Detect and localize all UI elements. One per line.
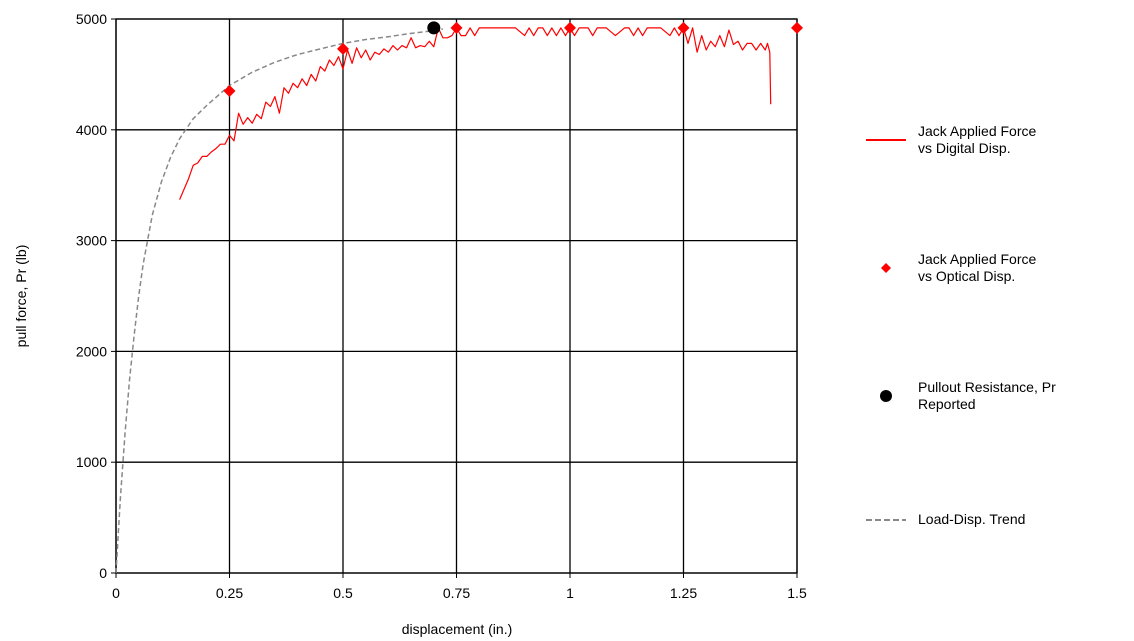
optical-disp-marker xyxy=(564,21,576,34)
x-tick-label: 1 xyxy=(566,585,574,601)
y-tick-label: 5000 xyxy=(76,11,107,27)
x-axis-title: displacement (in.) xyxy=(402,621,513,637)
x-tick-label: 0 xyxy=(112,585,120,601)
x-tick-label: 0.75 xyxy=(443,585,470,601)
optical-disp-marker xyxy=(677,21,690,34)
x-axis-ticks: 0 0.25 0.5 0.75 1 1.25 1.5 xyxy=(112,573,807,601)
plot-area xyxy=(115,21,803,574)
y-tick-label: 2000 xyxy=(76,343,107,359)
legend-symbol-circle xyxy=(880,390,892,402)
y-tick-label: 1000 xyxy=(76,454,107,470)
legend-label: Pullout Resistance, Pr xyxy=(918,379,1056,395)
y-tick-label: 3000 xyxy=(76,233,107,249)
grid xyxy=(115,18,798,574)
legend-label: Jack Applied Force xyxy=(918,251,1036,267)
y-axis-ticks: 0 1000 2000 3000 4000 5000 xyxy=(76,11,116,581)
legend-label: vs Digital Disp. xyxy=(918,140,1011,156)
x-tick-label: 0.5 xyxy=(333,585,353,601)
optical-disp-marker xyxy=(450,21,463,34)
legend-label: Reported xyxy=(918,396,976,412)
y-tick-label: 4000 xyxy=(76,122,107,138)
y-axis-title: pull force, Pr (lb) xyxy=(13,245,29,348)
legend-label: vs Optical Disp. xyxy=(918,268,1015,284)
legend-label: Load-Disp. Trend xyxy=(918,511,1025,527)
trend-line xyxy=(115,28,444,574)
legend-label: Jack Applied Force xyxy=(918,123,1036,139)
optical-disp-marker xyxy=(791,21,803,34)
y-tick-label: 0 xyxy=(99,565,107,581)
optical-disp-marker xyxy=(223,85,236,98)
x-tick-label: 0.25 xyxy=(216,585,243,601)
pullout-resistance-marker xyxy=(427,21,441,35)
digital-disp-line xyxy=(179,27,772,200)
x-tick-label: 1.25 xyxy=(670,585,697,601)
optical-disp-marker xyxy=(337,42,349,55)
legend-symbol-diamond xyxy=(881,263,891,273)
x-tick-label: 1.5 xyxy=(787,585,807,601)
